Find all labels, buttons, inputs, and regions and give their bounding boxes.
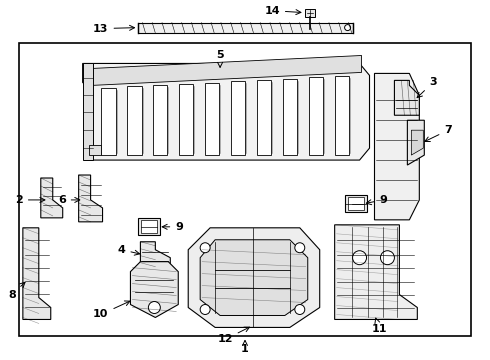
Bar xyxy=(231,81,245,155)
Bar xyxy=(179,84,194,155)
Polygon shape xyxy=(41,178,63,218)
Polygon shape xyxy=(200,240,308,315)
Text: 12: 12 xyxy=(218,327,249,345)
Text: 11: 11 xyxy=(372,318,387,334)
Bar xyxy=(257,80,271,155)
Bar xyxy=(347,197,364,210)
Polygon shape xyxy=(130,262,178,318)
Circle shape xyxy=(295,243,305,253)
Polygon shape xyxy=(394,80,419,115)
Polygon shape xyxy=(141,242,171,268)
Text: 3: 3 xyxy=(417,77,437,98)
Text: 1: 1 xyxy=(241,341,249,354)
Polygon shape xyxy=(188,228,319,328)
Bar xyxy=(305,9,315,17)
Text: 5: 5 xyxy=(216,50,224,67)
Polygon shape xyxy=(78,175,102,222)
Bar xyxy=(138,23,353,32)
Bar xyxy=(142,220,157,233)
Text: 7: 7 xyxy=(425,125,452,141)
Polygon shape xyxy=(23,228,51,319)
Circle shape xyxy=(200,243,210,253)
Text: 9: 9 xyxy=(367,195,388,205)
Bar xyxy=(309,77,323,155)
Bar xyxy=(138,218,160,235)
Text: 2: 2 xyxy=(15,195,45,205)
Text: 13: 13 xyxy=(93,24,135,33)
Circle shape xyxy=(380,251,394,265)
Bar xyxy=(205,82,219,155)
Text: 14: 14 xyxy=(264,6,301,15)
Bar xyxy=(19,42,471,336)
Bar xyxy=(283,78,297,155)
Bar xyxy=(101,88,116,155)
Bar xyxy=(153,85,168,155)
Text: 10: 10 xyxy=(93,301,130,319)
Bar xyxy=(89,145,100,155)
Polygon shape xyxy=(412,130,423,155)
Text: 6: 6 xyxy=(58,195,80,205)
Text: 9: 9 xyxy=(162,222,183,232)
Circle shape xyxy=(200,305,210,315)
Bar xyxy=(335,76,349,155)
Polygon shape xyxy=(93,55,362,85)
Circle shape xyxy=(344,24,350,31)
Polygon shape xyxy=(374,73,419,220)
Circle shape xyxy=(295,305,305,315)
Text: 8: 8 xyxy=(8,282,25,300)
Circle shape xyxy=(148,302,160,314)
Bar xyxy=(344,195,367,212)
Text: 4: 4 xyxy=(118,245,140,255)
Polygon shape xyxy=(335,225,417,319)
Bar xyxy=(127,86,142,155)
Polygon shape xyxy=(83,63,369,160)
Polygon shape xyxy=(407,120,424,165)
Circle shape xyxy=(353,251,367,265)
Bar xyxy=(83,63,93,160)
